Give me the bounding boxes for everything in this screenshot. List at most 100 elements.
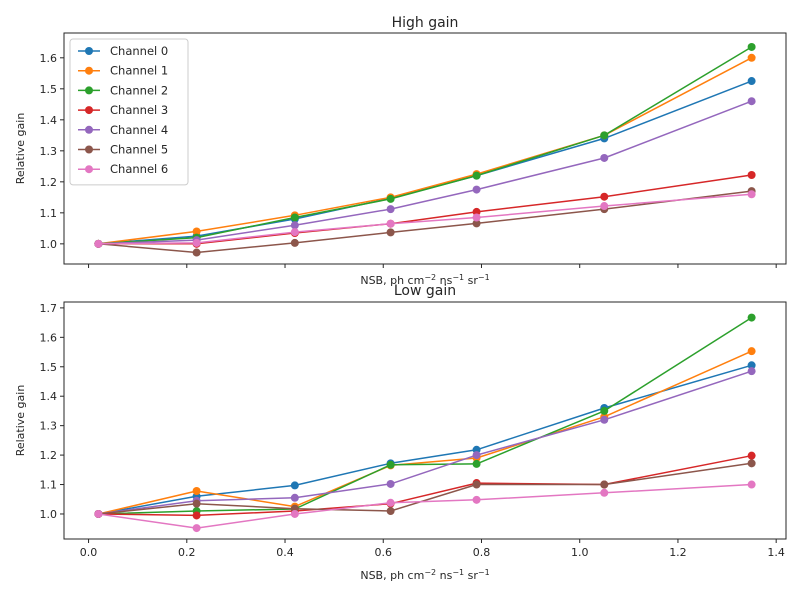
data-point: [386, 460, 395, 469]
data-point: [94, 239, 103, 248]
data-point: [192, 511, 201, 520]
x-tick-label: 0.4: [276, 546, 294, 559]
series-line: [98, 46, 752, 245]
x-axis-label: NSB, ph cm−2 ns−1 sr−1: [360, 568, 489, 583]
data-point: [290, 493, 299, 502]
data-point: [747, 53, 756, 62]
y-tick-label: 1.2: [40, 449, 58, 462]
series-line: [98, 100, 752, 245]
data-point: [747, 42, 756, 51]
series-channel-2: [94, 313, 756, 518]
data-point: [600, 153, 609, 162]
series-channel-0: [94, 361, 756, 518]
data-point: [600, 488, 609, 497]
data-point: [386, 507, 395, 516]
legend-marker: [85, 165, 93, 174]
legend-label: Channel 6: [110, 162, 168, 176]
data-point: [600, 480, 609, 489]
legend-marker: [85, 106, 93, 115]
legend-label: Channel 3: [110, 103, 168, 117]
legend-marker: [85, 86, 93, 95]
chart-title: High gain: [392, 15, 459, 31]
legend-label: Channel 1: [110, 64, 168, 78]
x-tick-label: 0.8: [473, 546, 491, 559]
series-channel-0: [94, 77, 756, 248]
data-point: [747, 77, 756, 86]
data-point: [472, 207, 481, 216]
y-axis-label: Relative gain: [14, 385, 27, 457]
legend-marker: [85, 66, 93, 75]
data-point: [472, 219, 481, 228]
panel-high-gain: High gain 1.0 1.1 1.2 1.3 1.4 1.5 1.6 NSB, ph cm…: [14, 15, 787, 288]
series-channel-1: [94, 347, 756, 518]
y-tick-label: 1.0: [40, 238, 58, 251]
data-point: [747, 347, 756, 356]
y-tick-label: 1.2: [40, 176, 58, 189]
data-point: [747, 361, 756, 370]
data-point: [386, 194, 395, 203]
y-tick-label: 1.7: [40, 302, 58, 315]
y-axis-label: Relative gain: [14, 113, 27, 185]
legend-label: Channel 4: [110, 123, 168, 137]
data-point: [192, 487, 201, 496]
legend-label: Channel 5: [110, 143, 168, 157]
series-channel-2: [94, 42, 756, 248]
data-point: [747, 171, 756, 180]
data-point: [94, 509, 103, 518]
data-point: [192, 248, 201, 257]
data-point: [192, 524, 201, 533]
data-point: [472, 495, 481, 504]
data-point: [386, 479, 395, 488]
data-point: [747, 459, 756, 468]
legend-label: Channel 0: [110, 44, 168, 58]
panel-low-gain: Low gain 1.0 1.1 1.2 1.3 1.4 1.5 1.6 1.7 0.0 0.2 0.…: [14, 283, 787, 583]
y-tick-label: 1.3: [40, 145, 58, 158]
data-point: [747, 313, 756, 322]
x-tick-label: 0.6: [375, 546, 393, 559]
data-point: [290, 228, 299, 237]
data-point: [290, 238, 299, 247]
legend-marker: [85, 145, 93, 154]
y-tick-label: 1.5: [40, 361, 58, 374]
data-point: [192, 227, 201, 236]
x-tick-label: 0.2: [178, 546, 196, 559]
data-point: [290, 509, 299, 518]
data-point: [747, 451, 756, 460]
plot-frame: [63, 32, 787, 265]
data-point: [192, 238, 201, 247]
y-tick-label: 1.3: [40, 420, 58, 433]
data-point: [472, 171, 481, 180]
data-point: [600, 192, 609, 201]
y-tick-label: 1.0: [40, 508, 58, 521]
data-point: [386, 205, 395, 214]
legend-box: [69, 38, 189, 186]
data-point: [600, 415, 609, 424]
series-channel-6: [94, 190, 756, 248]
data-point: [747, 97, 756, 106]
data-point: [472, 213, 481, 222]
data-point: [600, 202, 609, 211]
x-axis-label: NSB, ph cm−2 ns−1 sr−1: [360, 273, 489, 288]
data-point: [747, 367, 756, 376]
legend-marker: [85, 47, 93, 55]
plot-frame: [63, 301, 787, 540]
legend: Channel 0 Channel 1 Channel 2 Channel 3 Chan…: [69, 38, 189, 186]
x-tick-label: 1.0: [571, 546, 589, 559]
data-point: [600, 131, 609, 140]
data-point: [472, 459, 481, 468]
y-tick-label: 1.1: [40, 207, 58, 220]
chart-title: Low gain: [394, 283, 456, 299]
y-tick-label: 1.5: [40, 83, 58, 96]
series-line: [98, 316, 753, 515]
data-point: [472, 185, 481, 194]
data-point: [747, 480, 756, 489]
data-point: [386, 219, 395, 228]
data-point: [747, 190, 756, 199]
data-point: [600, 406, 609, 415]
y-tick-label: 1.1: [40, 479, 58, 492]
x-tick-label: 0.0: [80, 546, 98, 559]
x-tick-label: 1.4: [767, 546, 785, 559]
y-tick-label: 1.4: [40, 114, 58, 127]
data-point: [192, 499, 201, 508]
